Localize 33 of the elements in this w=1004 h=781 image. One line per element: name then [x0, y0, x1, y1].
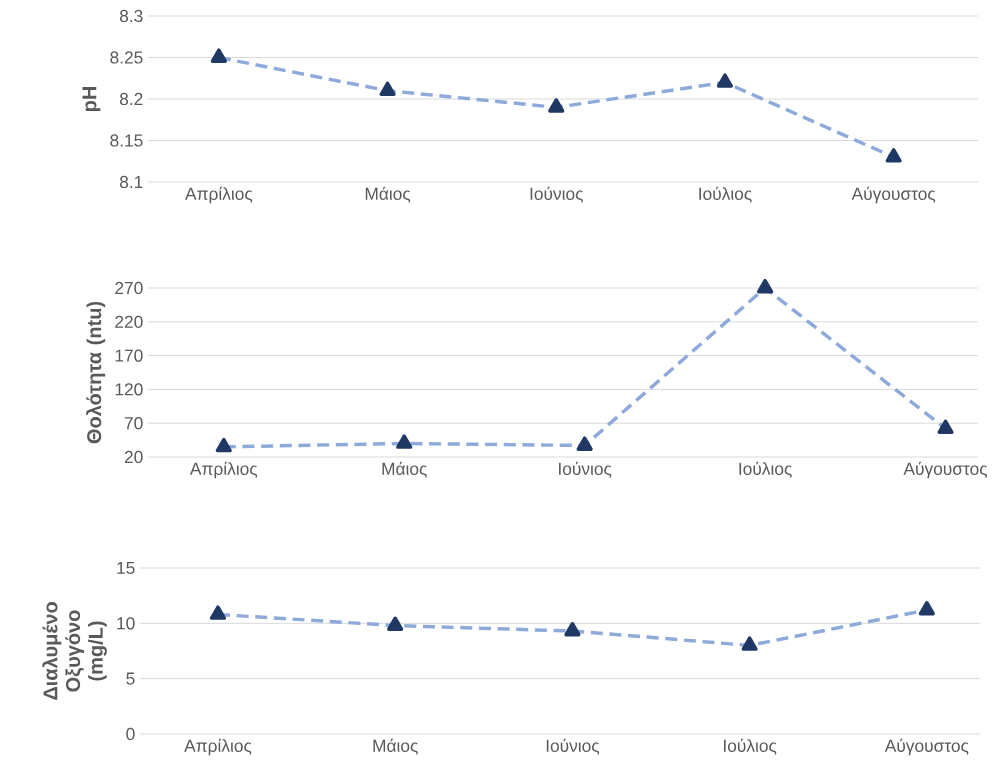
y-tick-label: 20	[124, 450, 143, 464]
y-tick-label: 15	[117, 561, 135, 575]
y-tick-label: 8.3	[119, 9, 143, 23]
x-tick-label: Αύγουστος	[851, 186, 936, 204]
x-tick-label: Ιούλιος	[699, 186, 752, 203]
x-tick-label: Απρίλιος	[184, 738, 252, 756]
y-tick-label: 220	[115, 315, 143, 328]
x-tick-label: Ιούνιος	[530, 186, 583, 203]
y-tick-label: 170	[115, 349, 143, 362]
x-tick-label: Ιούλιος	[739, 461, 792, 478]
y-tick-label: 5	[126, 672, 135, 685]
x-tick-label: Ιούλιος	[724, 738, 777, 755]
y-axis-title: pH	[82, 87, 101, 111]
y-tick-label: 270	[115, 281, 143, 295]
x-tick-label: Αύγουστος	[884, 738, 969, 756]
y-tick-label: 0	[126, 727, 135, 741]
y-tick-label: 70	[124, 417, 143, 430]
x-tick-label: Ιούνιος	[546, 738, 600, 755]
x-tick-label: Μάιος	[365, 186, 411, 203]
y-axis-title: Θολότητα (ntu)	[86, 301, 106, 444]
x-tick-label: Μάιος	[373, 738, 418, 755]
x-tick-label: Αύγουστος	[903, 461, 988, 479]
y-tick-label: 8.2	[119, 92, 143, 106]
x-tick-label: Απρίλιος	[185, 186, 253, 204]
y-tick-label: 8.25	[110, 51, 143, 64]
y-tick-label: 120	[115, 383, 143, 396]
x-tick-label: Μάιος	[382, 461, 427, 478]
x-tick-label: Απρίλιος	[189, 461, 258, 479]
y-tick-label: 8.15	[110, 134, 143, 147]
y-tick-label: 8.1	[119, 175, 143, 189]
y-tick-label: 10	[117, 617, 135, 630]
x-tick-label: Ιούνιος	[559, 461, 612, 478]
y-axis-title: Διαλυμένο Οξυγόνο (mg/L)	[42, 602, 107, 700]
